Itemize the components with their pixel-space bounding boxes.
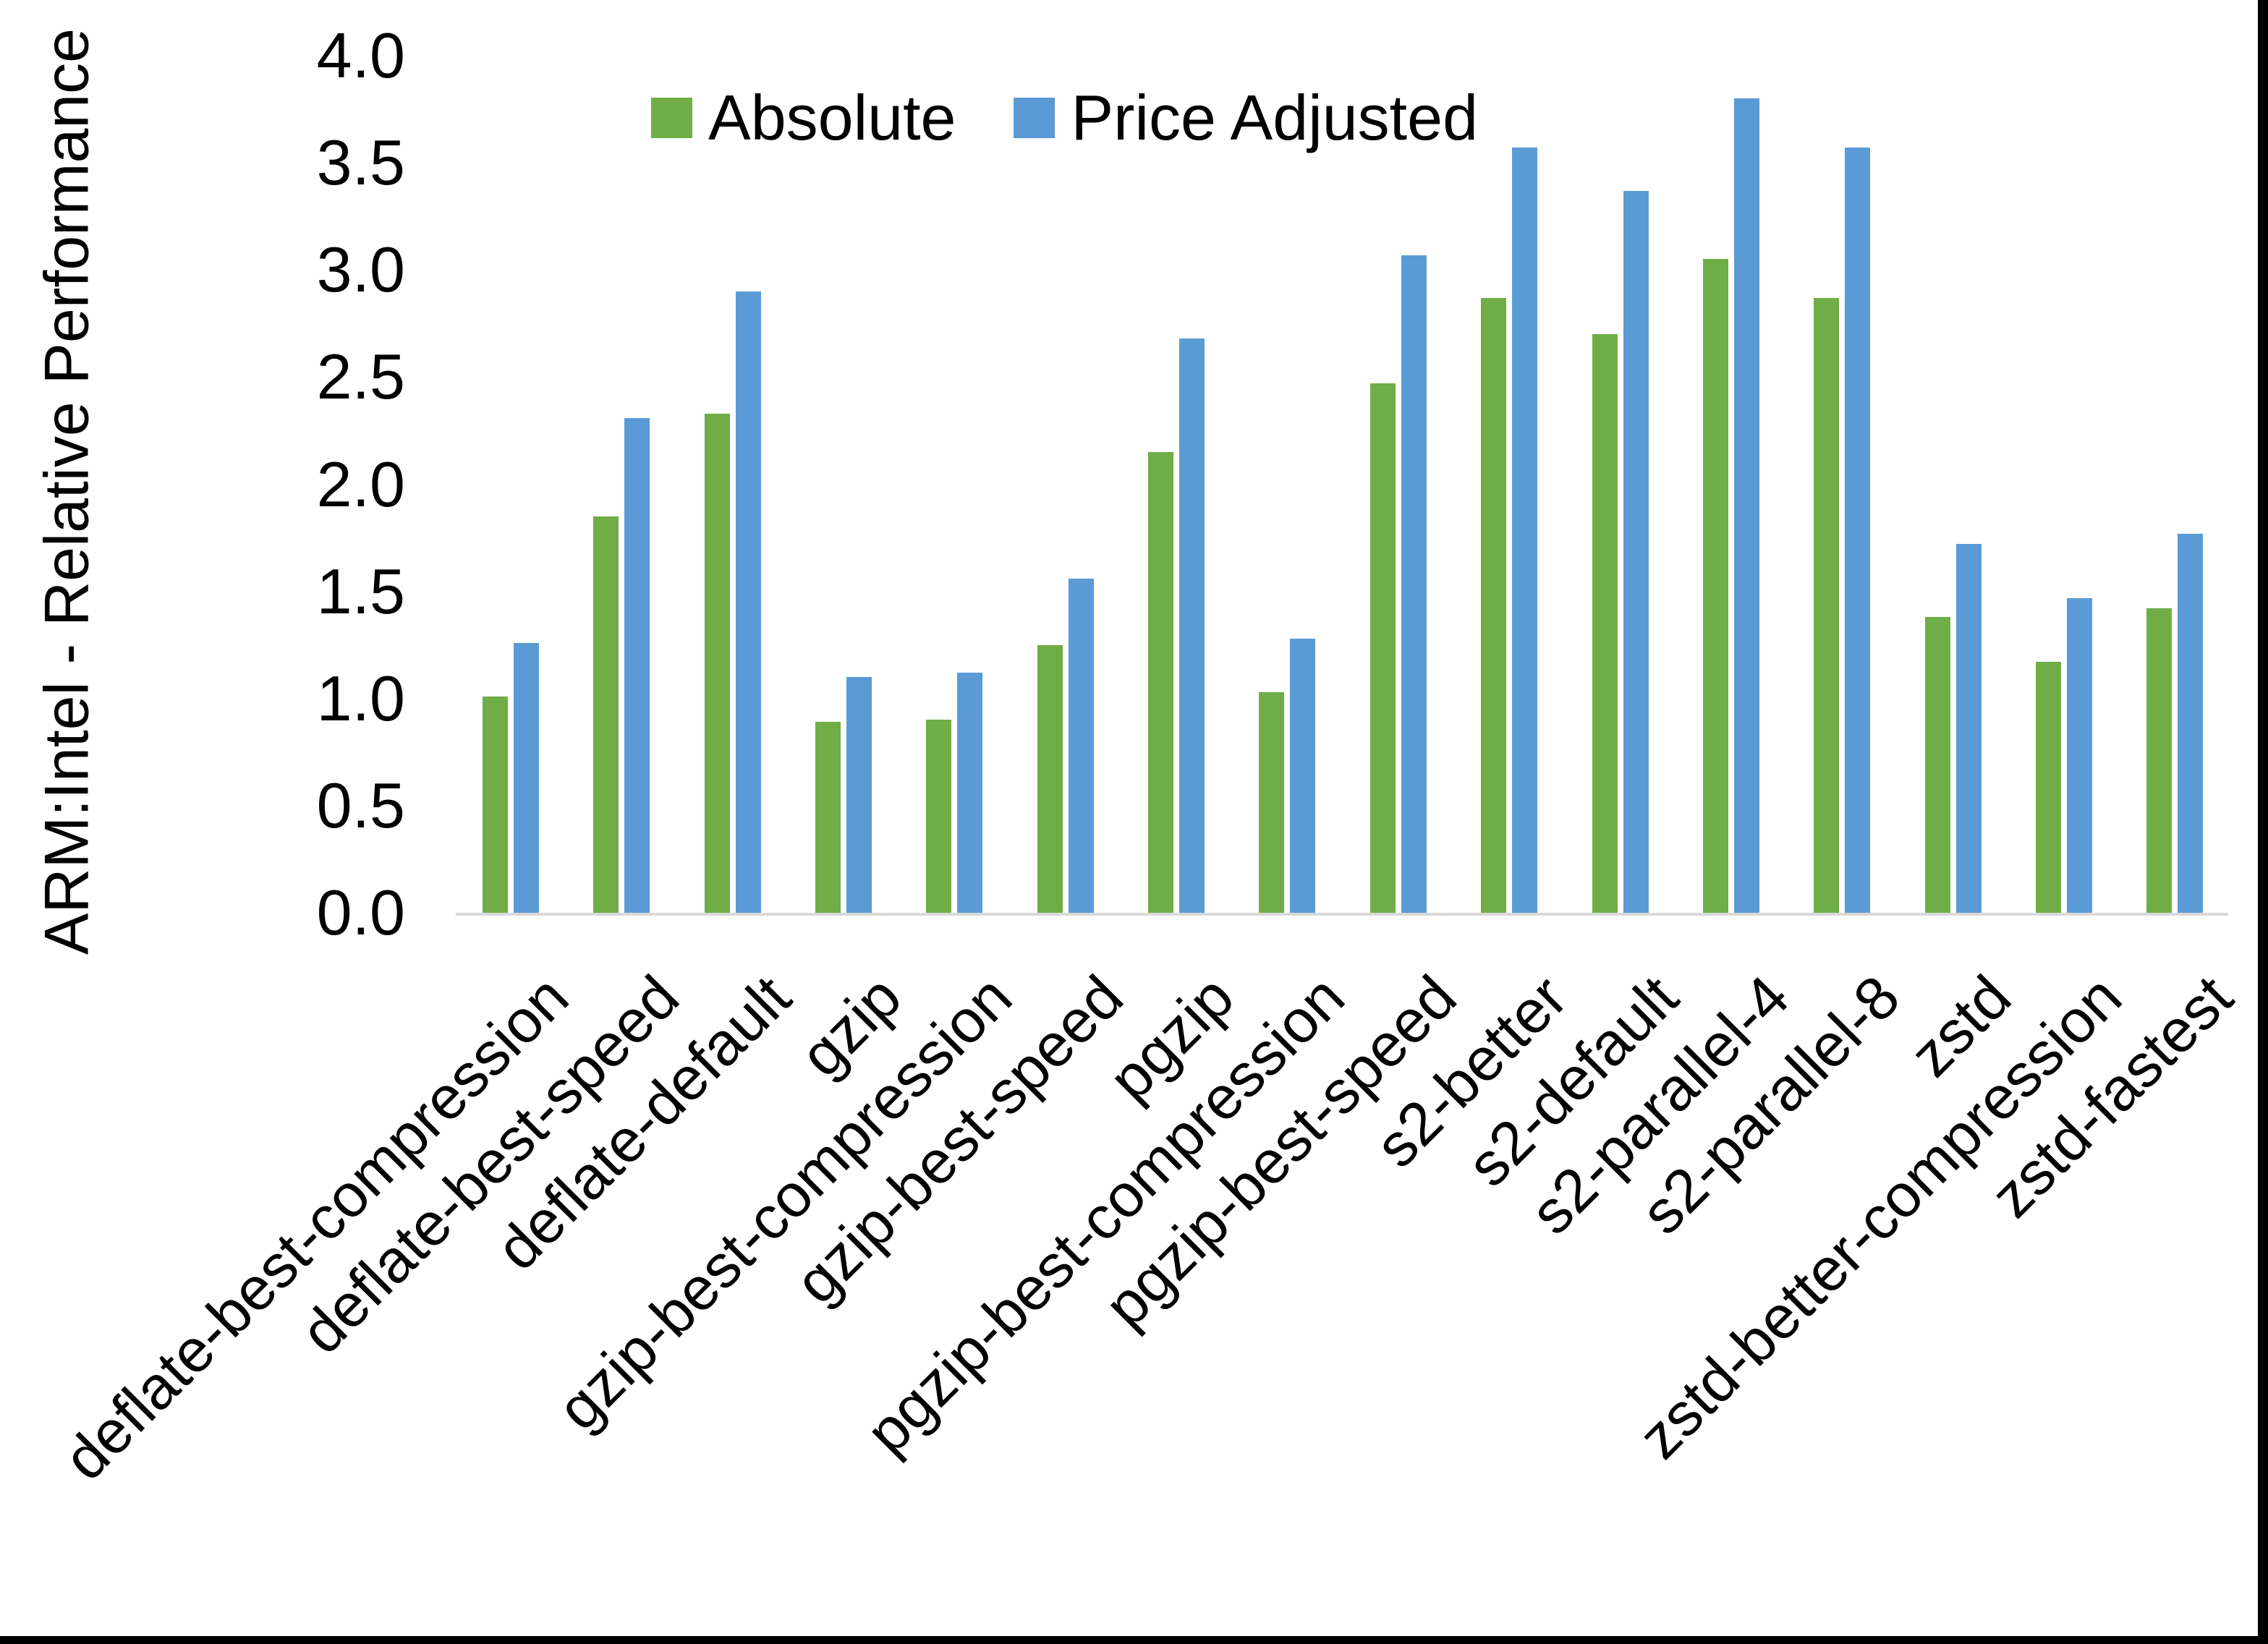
bar-absolute-zstd-fastest [2146, 608, 2172, 913]
bar-absolute-pgzip-best-compression [1259, 692, 1284, 913]
y-tick-label: 2.0 [316, 448, 405, 520]
legend-label-absolute: Absolute [708, 82, 956, 153]
bar-price-adjusted-deflate-best-compression [514, 643, 539, 913]
y-tick-label: 0.0 [316, 877, 405, 948]
y-tick-label: 4.0 [316, 20, 405, 91]
bar-absolute-deflate-best-compression [483, 697, 508, 913]
bar-absolute-zstd-better-compression [2036, 662, 2061, 913]
bar-price-adjusted-deflate-best-speed [624, 418, 650, 913]
bar-absolute-deflate-default [705, 414, 730, 913]
bar-price-adjusted-pgzip-best-compression [1290, 639, 1315, 913]
bar-price-adjusted-pgzip [1179, 338, 1205, 913]
y-tick-label: 0.5 [316, 769, 405, 841]
bar-price-adjusted-s2-parallel-8 [1845, 148, 1870, 913]
bar-price-adjusted-gzip-best-compression [957, 673, 982, 913]
legend-swatch-absolute [651, 98, 692, 138]
bar-absolute-deflate-best-speed [593, 516, 619, 913]
bar-absolute-pgzip-best-speed [1370, 383, 1396, 913]
bar-absolute-s2-parallel-8 [1814, 298, 1839, 913]
bar-price-adjusted-deflate-default [736, 291, 761, 913]
y-tick-label: 1.5 [316, 555, 405, 627]
y-tick-label: 3.5 [316, 127, 405, 199]
bar-price-adjusted-zstd-fastest [2178, 534, 2203, 913]
x-axis-line [456, 913, 2228, 916]
bar-price-adjusted-zstd-better-compression [2067, 598, 2092, 913]
bar-price-adjusted-s2-default [1623, 191, 1649, 913]
bar-absolute-s2-default [1592, 334, 1618, 913]
y-tick-label: 1.0 [316, 662, 405, 734]
bar-price-adjusted-pgzip-best-speed [1401, 255, 1427, 913]
legend-item-price-adjusted: Price Adjusted [1014, 81, 1478, 155]
legend: Absolute Price Adjusted [651, 81, 1478, 155]
bar-absolute-gzip-best-speed [1037, 645, 1063, 913]
bar-price-adjusted-gzip-best-speed [1069, 579, 1094, 913]
bar-price-adjusted-zstd [1956, 544, 1982, 913]
bar-price-adjusted-s2-better [1512, 148, 1537, 913]
bar-absolute-gzip [815, 722, 841, 913]
bar-price-adjusted-gzip [846, 677, 872, 913]
bar-absolute-s2-parallel-4 [1703, 259, 1728, 913]
legend-item-absolute: Absolute [651, 81, 956, 155]
y-tick-label: 2.5 [316, 341, 405, 413]
y-tick-label: 3.0 [316, 234, 405, 306]
bar-absolute-pgzip [1148, 452, 1173, 913]
bar-price-adjusted-s2-parallel-4 [1734, 98, 1759, 913]
bar-absolute-s2-better [1481, 298, 1506, 913]
bar-absolute-gzip-best-compression [926, 720, 951, 913]
legend-label-price-adjusted: Price Adjusted [1071, 82, 1479, 153]
bar-absolute-zstd [1925, 617, 1950, 913]
legend-swatch-price-adjusted [1014, 98, 1056, 138]
